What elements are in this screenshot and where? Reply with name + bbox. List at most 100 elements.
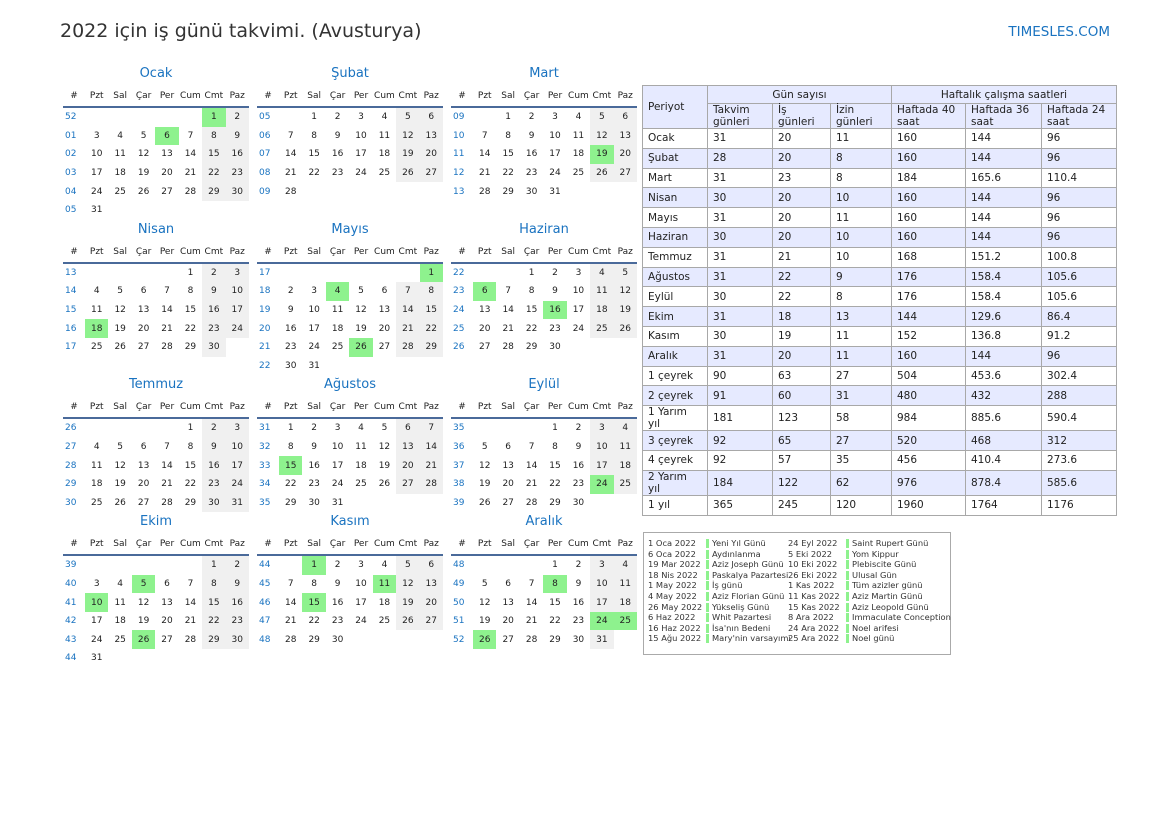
weekday-header: Paz (419, 241, 443, 264)
holiday-day: 25 (613, 611, 637, 631)
holiday-day: 1 (419, 262, 443, 283)
value-cell: 28 (707, 147, 773, 169)
value-cell: 20 (772, 187, 831, 209)
day-cell: 15 (525, 305, 538, 316)
day-cell: 27 (396, 474, 420, 494)
table-row: Temmuz 31 21 10 168 151.2 100.8 (642, 246, 1117, 268)
day-cell: 31 (91, 205, 103, 216)
day-cell (155, 649, 178, 668)
day-cell: 14 (525, 597, 538, 608)
day-cell: 7 (287, 130, 294, 141)
month-2: Mart # Pzt Sal Çar Per Cum Cmt Paz 09 1 2 3 4 5 6 10 7 8 9 1… (451, 64, 637, 220)
holiday-item: 1 Oca 2022 Yeni Yıl Günü (648, 538, 791, 549)
holiday-item: 15 Kas 2022 Aziz Leopold Günü (788, 602, 951, 613)
day-cell: 17 (331, 460, 344, 471)
week-number: 47 (259, 616, 271, 627)
day-cell: 26 (396, 611, 420, 631)
holiday-item: 5 Eki 2022 Yom Kippur (788, 549, 951, 560)
week-row: 09 28 (257, 182, 443, 201)
day-cell: 1 (505, 112, 512, 123)
week-number: 27 (65, 442, 77, 453)
value-cell: 123 (772, 405, 831, 432)
day-cell (85, 107, 108, 127)
weekday-header: Cmt (396, 397, 420, 420)
weekday-header: Çar (131, 86, 156, 108)
week-row: 07 14 15 16 17 18 19 20 (257, 145, 443, 164)
holiday-date: 24 Ara 2022 (788, 622, 840, 633)
site-link[interactable]: TIMESLES.COM (1008, 24, 1110, 40)
day-cell: 7 (287, 578, 294, 589)
weekday-header: Çar (131, 397, 156, 420)
day-cell: 2 (575, 423, 582, 434)
working-days-table: Periyot Gün sayısı Haftalık çalışma saat… (642, 85, 1117, 516)
week-number: 28 (65, 460, 77, 471)
day-cell: 8 (187, 286, 194, 297)
day-cell (155, 418, 178, 438)
table-row: Haziran 30 20 10 160 144 96 (642, 226, 1117, 248)
value-cell: 160 (891, 226, 966, 248)
day-cell (179, 555, 202, 575)
day-cell: 1 (552, 560, 558, 571)
day-cell: 28 (525, 497, 538, 508)
value-cell: 365 (707, 494, 773, 516)
weekday-header: Paz (225, 534, 249, 557)
holiday-name: Tüm azizler günü (852, 580, 923, 591)
period-cell: Nisan (642, 187, 708, 209)
day-cell: 22 (184, 323, 197, 334)
value-cell: 468 (965, 430, 1042, 451)
weekday-header: Cum (372, 241, 397, 264)
day-cell: 28 (502, 342, 514, 353)
week-number: 10 (453, 130, 465, 141)
value-cell: 110.4 (1041, 167, 1117, 189)
holiday-item: 25 Ara 2022 Noel günü (788, 633, 951, 644)
day-cell: 4 (117, 130, 124, 141)
week-number: 02 (65, 149, 77, 160)
value-cell: 92 (707, 449, 773, 471)
weekday-header: Sal (496, 534, 520, 557)
week-number: 39 (453, 497, 465, 508)
day-cell (349, 182, 372, 201)
day-cell (279, 107, 302, 127)
weekday-header: Çar (325, 534, 350, 557)
day-cell: 11 (613, 437, 637, 457)
day-cell (396, 494, 419, 513)
value-cell: 22 (772, 286, 831, 308)
day-cell: 16 (202, 456, 226, 475)
week-number: 35 (453, 423, 465, 434)
day-cell: 2 (225, 555, 249, 575)
week-row: 48 1 2 3 4 (451, 555, 637, 575)
day-cell: 23 (549, 323, 561, 334)
month-title: Aralık (525, 514, 563, 530)
week-row: 38 19 20 21 22 23 24 25 (451, 474, 637, 494)
day-cell: 10 (355, 130, 367, 141)
day-cell: 31 (308, 360, 320, 371)
day-cell: 8 (287, 442, 294, 453)
holiday-name: Whit Pazartesi (712, 612, 772, 623)
holiday-item: 1 Kas 2022 Tüm azizler günü (788, 580, 951, 591)
day-cell: 19 (396, 145, 420, 164)
weekday-header: Çar (325, 397, 350, 420)
value-cell: 105.6 (1041, 266, 1117, 288)
weekday-header: Sal (496, 241, 520, 264)
day-cell: 16 (225, 593, 249, 612)
weekday-header: Çar (325, 241, 350, 264)
value-cell: 480 (891, 385, 966, 407)
day-cell: 21 (479, 168, 491, 179)
value-cell: 91.2 (1041, 325, 1117, 347)
holiday-name: Aziz Martin Günü (852, 590, 923, 601)
day-cell: 24 (91, 634, 103, 645)
week-row: 20 16 17 18 19 20 21 22 (257, 319, 443, 338)
week-row: 31 1 2 3 4 5 6 7 (257, 418, 443, 438)
value-cell: 151.2 (965, 246, 1042, 268)
day-cell: 9 (334, 130, 341, 141)
week-row: 48 28 29 30 (257, 630, 443, 649)
day-cell: 7 (528, 578, 535, 589)
holiday-item: 6 Oca 2022 Aydınlanma (648, 549, 791, 560)
weekday-header: Per (155, 241, 179, 264)
day-cell: 11 (114, 149, 126, 160)
column-header: Haftada 40 saat (891, 103, 966, 129)
value-cell: 96 (1041, 147, 1117, 169)
weekday-header: Sal (496, 397, 520, 420)
week-number: 50 (453, 597, 465, 608)
day-cell: 14 (184, 597, 197, 608)
